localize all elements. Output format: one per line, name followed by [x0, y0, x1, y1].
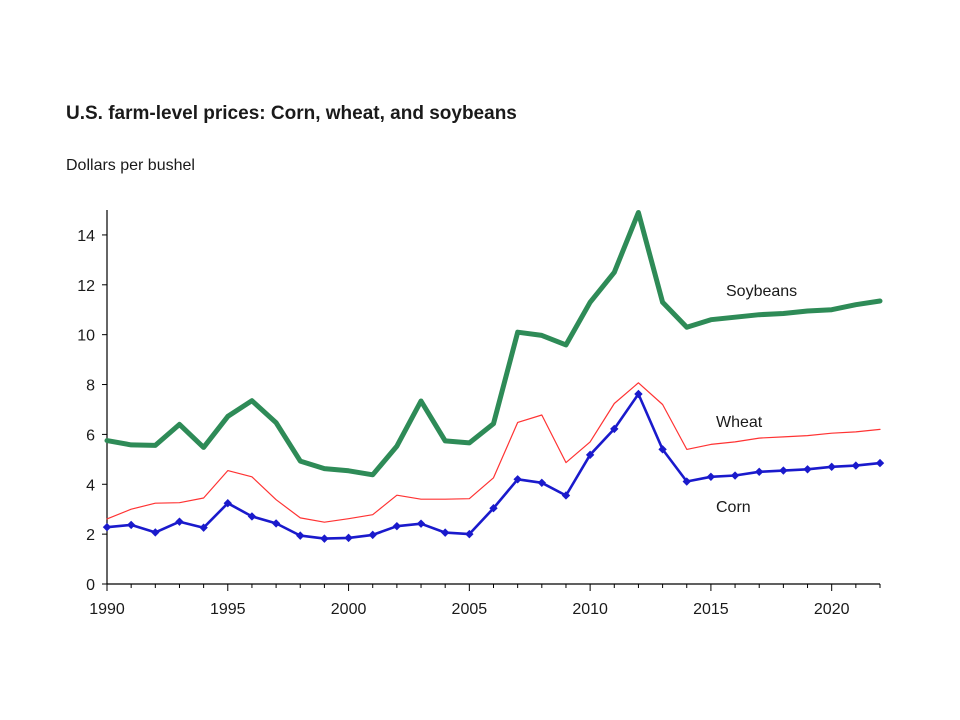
corn-data-point — [465, 529, 474, 539]
wheat-series-label: Wheat — [716, 414, 763, 431]
corn-data-point — [296, 531, 305, 540]
y-tick-label: 4 — [86, 477, 95, 494]
soybeans-series-line — [104, 210, 883, 478]
corn-data-point — [658, 445, 667, 454]
corn-data-point — [126, 520, 136, 530]
wheat-series-line — [106, 382, 881, 523]
corn-series-label: Corn — [716, 499, 751, 516]
y-tick-label: 10 — [77, 328, 95, 345]
chart-title: U.S. farm-level prices: Corn, wheat, and… — [66, 103, 517, 124]
corn-data-point — [199, 523, 208, 532]
y-tick-label: 0 — [86, 577, 95, 594]
y-tick-label: 8 — [86, 378, 95, 395]
corn-data-point — [537, 478, 547, 487]
y-tick-label: 6 — [86, 427, 95, 444]
corn-data-point — [585, 450, 595, 460]
corn-data-point — [368, 530, 377, 540]
y-tick-label: 2 — [86, 527, 95, 544]
x-tick-label: 2015 — [693, 601, 729, 618]
corn-data-point — [634, 389, 643, 399]
corn-data-point — [247, 512, 257, 521]
corn-data-point — [175, 517, 184, 526]
x-tick-label: 2005 — [452, 601, 488, 618]
corn-data-point — [706, 472, 716, 481]
corn-data-point — [779, 466, 788, 475]
y-tick-label: 12 — [77, 278, 95, 295]
x-tick-label: 1995 — [210, 601, 246, 618]
corn-data-point — [875, 458, 885, 468]
x-tick-label: 1990 — [89, 601, 125, 618]
x-tick-label: 2000 — [331, 601, 367, 618]
series-layer — [102, 210, 885, 543]
corn-data-point — [803, 465, 812, 474]
x-tick-label: 2020 — [814, 601, 850, 618]
corn-data-point — [102, 522, 112, 532]
axes: 0 2 4 6 8 10 12 14 1990 1995 2000 2005 2010 2015 2020 — [77, 210, 881, 618]
soybeans-series-label: Soybeans — [726, 283, 797, 300]
corn-data-point — [151, 528, 160, 537]
corn-data-point — [271, 519, 281, 528]
corn-data-point — [223, 499, 232, 508]
corn-data-point — [610, 424, 619, 434]
corn-data-point — [682, 477, 691, 486]
corn-data-point — [827, 462, 836, 472]
corn-data-point — [730, 471, 740, 480]
corn-data-point — [320, 534, 329, 543]
corn-data-point — [416, 519, 426, 528]
corn-data-point — [851, 461, 861, 470]
corn-data-point — [344, 533, 353, 543]
corn-data-point — [755, 467, 764, 476]
y-axis-unit-label: Dollars per bushel — [66, 157, 195, 174]
series-label-layer: Soybeans Wheat Corn — [716, 283, 797, 516]
corn-data-point — [392, 521, 402, 531]
corn-data-point — [513, 475, 522, 484]
corn-data-point — [489, 504, 498, 513]
corn-data-point — [561, 491, 571, 500]
y-tick-label: 14 — [77, 228, 95, 245]
x-tick-label: 2010 — [572, 601, 608, 618]
corn-data-point — [440, 528, 450, 537]
